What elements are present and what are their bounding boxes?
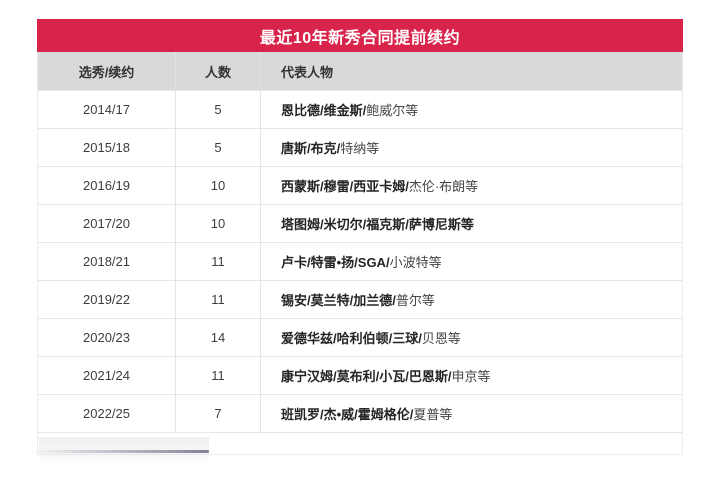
cell-draft-extension-years: 2022/25 — [38, 395, 176, 432]
player-names-regular: 申京等 — [451, 369, 491, 384]
cell-player-count: 10 — [176, 167, 261, 204]
player-names-regular: 贝恩等 — [421, 331, 461, 346]
player-names-regular: 鲍威尔等 — [366, 103, 419, 118]
table-row: 2021/24 11 康宁汉姆/莫布利/小瓦/巴恩斯/申京等 — [38, 357, 682, 395]
table-row: 2016/19 10 西蒙斯/穆雷/西亚卡姆/杰伦·布朗等 — [38, 167, 682, 205]
cell-player-count: 11 — [176, 281, 261, 318]
player-names-regular: 杰伦·布朗等 — [408, 179, 479, 194]
cell-draft-extension-years: 2018/21 — [38, 243, 176, 280]
player-names-regular: 特纳等 — [340, 141, 380, 156]
cell-player-count: 5 — [176, 91, 261, 128]
cell-player-count: 10 — [176, 205, 261, 242]
cell-representative-players: 卢卡/特雷•扬/SGA/小波特等 — [261, 243, 682, 280]
cell-draft-extension-years: 2021/24 — [38, 357, 176, 394]
table-row: 2015/18 5 唐斯/布克/特纳等 — [38, 129, 682, 167]
cell-representative-players: 塔图姆/米切尔/福克斯/萨博尼斯等 — [261, 205, 682, 242]
column-header-draft-extension: 选秀/续约 — [38, 52, 176, 90]
table-footer-spacer — [29, 433, 682, 462]
table-row: 2022/25 7 班凯罗/杰•威/霍姆格伦/夏普等 — [38, 395, 682, 433]
player-names-regular: 夏普等 — [413, 407, 453, 422]
cell-draft-extension-years: 2017/20 — [38, 205, 176, 242]
player-names-bold: 恩比德/维金斯/ — [281, 103, 367, 118]
cell-player-count: 14 — [176, 319, 261, 356]
table-row: 2018/21 11 卢卡/特雷•扬/SGA/小波特等 — [38, 243, 682, 281]
cell-player-count: 7 — [176, 395, 261, 432]
player-names-bold: 塔图姆/米切尔/福克斯/萨博尼斯等 — [281, 217, 474, 232]
player-names-bold: 卢卡/特雷•扬/SGA/ — [281, 255, 390, 270]
cell-representative-players: 唐斯/布克/特纳等 — [261, 129, 682, 166]
column-header-representative-players: 代表人物 — [281, 64, 334, 80]
cell-player-count: 11 — [176, 357, 261, 394]
table-row: 2020/23 14 爱德华兹/哈利伯顿/三球/贝恩等 — [38, 319, 682, 357]
table-header-row: 选秀/续约 人数 代表人物 — [38, 52, 682, 91]
player-names-bold: 唐斯/布克/ — [281, 141, 341, 156]
cell-player-count: 5 — [176, 129, 261, 166]
table-title-bar: 最近10年新秀合同提前续约 — [37, 19, 683, 52]
cell-draft-extension-years: 2015/18 — [38, 129, 176, 166]
player-names-regular: 小波特等 — [389, 255, 442, 270]
scroll-shadow-artifact — [29, 437, 209, 462]
player-names-bold: 西蒙斯/穆雷/西亚卡姆/ — [281, 179, 409, 194]
cell-draft-extension-years: 2016/19 — [38, 167, 176, 204]
table-row: 2017/20 10 塔图姆/米切尔/福克斯/萨博尼斯等 — [38, 205, 682, 243]
extension-table-card: 最近10年新秀合同提前续约 选秀/续约 人数 代表人物 2014/17 5 恩比… — [29, 19, 683, 462]
scroll-shadow-streak — [29, 450, 209, 453]
cell-representative-players: 康宁汉姆/莫布利/小瓦/巴恩斯/申京等 — [261, 357, 682, 394]
player-names-regular: 普尔等 — [395, 293, 435, 308]
player-names-bold: 班凯罗/杰•威/霍姆格伦/ — [281, 407, 414, 422]
cell-representative-players: 西蒙斯/穆雷/西亚卡姆/杰伦·布朗等 — [261, 167, 682, 204]
table-body: 2014/17 5 恩比德/维金斯/鲍威尔等 2015/18 5 唐斯/布克/特… — [38, 91, 682, 433]
table-row: 2014/17 5 恩比德/维金斯/鲍威尔等 — [38, 91, 682, 129]
cell-draft-extension-years: 2020/23 — [38, 319, 176, 356]
cell-representative-players: 锡安/莫兰特/加兰德/普尔等 — [261, 281, 682, 318]
cell-representative-players: 爱德华兹/哈利伯顿/三球/贝恩等 — [261, 319, 682, 356]
cell-draft-extension-years: 2014/17 — [38, 91, 176, 128]
table-row: 2019/22 11 锡安/莫兰特/加兰德/普尔等 — [38, 281, 682, 319]
cell-representative-players: 班凯罗/杰•威/霍姆格伦/夏普等 — [261, 395, 682, 432]
cell-representative-players: 恩比德/维金斯/鲍威尔等 — [261, 91, 682, 128]
player-names-bold: 康宁汉姆/莫布利/小瓦/巴恩斯/ — [281, 369, 452, 384]
table-title: 最近10年新秀合同提前续约 — [259, 29, 461, 47]
player-names-bold: 爱德华兹/哈利伯顿/三球/ — [281, 331, 422, 346]
column-header-count: 人数 — [176, 52, 261, 90]
cell-draft-extension-years: 2019/22 — [38, 281, 176, 318]
cell-player-count: 11 — [176, 243, 261, 280]
player-names-bold: 锡安/莫兰特/加兰德/ — [281, 293, 396, 308]
